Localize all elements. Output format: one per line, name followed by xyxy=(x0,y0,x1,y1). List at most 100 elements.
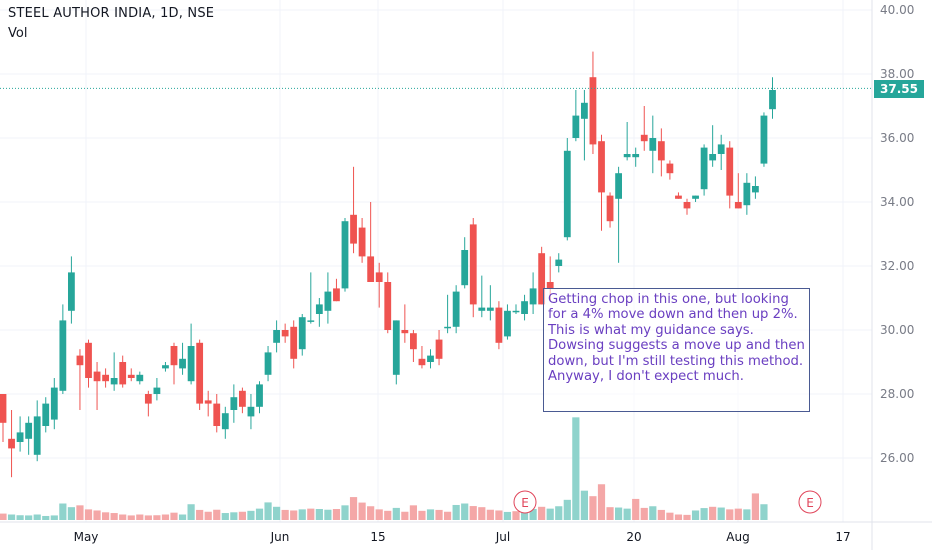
candle-body xyxy=(452,291,460,327)
candle-body xyxy=(213,403,221,426)
candle-body xyxy=(102,374,109,382)
volume-bar xyxy=(495,510,503,520)
candle-body xyxy=(247,406,255,417)
volume-bar xyxy=(161,514,170,520)
volume-bar xyxy=(42,515,50,520)
volume-bar xyxy=(213,509,221,520)
candle-body xyxy=(42,403,50,426)
candle-body xyxy=(563,150,571,238)
volume-bar xyxy=(734,508,742,520)
candle-body xyxy=(110,378,118,385)
earnings-marker xyxy=(798,490,822,514)
volume-bar xyxy=(7,514,16,520)
candle-body xyxy=(144,394,152,404)
volume-bar xyxy=(401,511,409,520)
volume-bar xyxy=(93,510,101,520)
candle-body xyxy=(478,307,486,311)
y-tick-label: 32.00 xyxy=(880,259,914,273)
candle-body xyxy=(598,141,605,193)
volume-bar xyxy=(597,484,606,520)
candle-body xyxy=(341,221,349,289)
y-tick-label: 40.00 xyxy=(880,3,914,17)
candle-body xyxy=(16,432,24,442)
x-tick-label: Jun xyxy=(270,530,290,544)
volume-bar xyxy=(760,504,768,520)
candle-body xyxy=(170,346,178,366)
volume-bar xyxy=(674,514,683,520)
volume-bar xyxy=(375,509,383,520)
volume-bar xyxy=(221,513,229,520)
volume-bar xyxy=(255,508,264,520)
candle-body xyxy=(350,214,357,244)
candle-body xyxy=(461,250,469,286)
candle-body xyxy=(25,422,33,439)
volume-bar xyxy=(367,506,375,520)
candle-body xyxy=(179,358,186,369)
candle-body xyxy=(589,77,597,145)
volume-bar xyxy=(153,515,161,520)
candle-body xyxy=(281,330,289,337)
volume-bar xyxy=(315,509,323,520)
candle-body xyxy=(273,330,280,343)
volume-bar xyxy=(520,512,529,520)
candle-body xyxy=(85,342,92,378)
volume-bar xyxy=(264,502,272,520)
volume-bar xyxy=(461,503,469,520)
volume-bar xyxy=(615,507,623,520)
volume-bar xyxy=(572,417,580,520)
volume-bar xyxy=(384,510,392,520)
annotation-note[interactable]: Getting chop in this one, but looking fo… xyxy=(543,288,810,412)
candle-body xyxy=(59,320,67,391)
volume-bar xyxy=(444,511,452,520)
y-tick-label: 26.00 xyxy=(880,451,914,465)
candle-body xyxy=(50,387,58,420)
y-tick-label: 34.00 xyxy=(880,195,914,209)
volume-bar xyxy=(204,511,212,520)
candle-body xyxy=(546,282,554,289)
candle-body xyxy=(418,358,426,366)
volume-bar xyxy=(144,515,152,520)
candle-body xyxy=(230,397,238,410)
y-tick-label: 38.00 xyxy=(880,67,914,81)
volume-bars xyxy=(0,417,768,520)
candle-body xyxy=(683,202,691,209)
volume-bar xyxy=(332,509,341,520)
volume-bar xyxy=(119,514,127,520)
candle-body xyxy=(33,416,41,455)
volume-bar xyxy=(435,509,443,520)
y-tick-label: 30.00 xyxy=(880,323,914,337)
volume-bar xyxy=(486,509,494,520)
candle-body xyxy=(68,272,75,311)
volume-bar xyxy=(67,507,75,520)
volume-bar xyxy=(187,504,195,520)
volume-bar xyxy=(25,515,33,520)
candle-body xyxy=(529,288,537,305)
candle-body xyxy=(162,365,169,369)
candle-body xyxy=(333,288,340,302)
volume-bar xyxy=(170,512,178,520)
candle-body xyxy=(743,182,751,206)
candle-body xyxy=(657,141,665,161)
x-tick-label: 15 xyxy=(370,530,385,544)
volume-bar xyxy=(358,502,366,520)
candle-body xyxy=(469,224,477,305)
x-tick-label: May xyxy=(74,530,99,544)
volume-bar xyxy=(606,507,614,520)
candle-body xyxy=(606,195,614,222)
volume-bar xyxy=(76,505,84,520)
volume-bar xyxy=(290,510,298,520)
candle-body xyxy=(675,195,682,199)
grid-lines xyxy=(0,0,872,522)
volume-label: Vol xyxy=(8,26,28,41)
candle-body xyxy=(358,227,366,257)
candle-body xyxy=(555,259,563,266)
volume-bar xyxy=(503,511,512,520)
candle-body xyxy=(734,202,742,209)
volume-bar xyxy=(666,512,674,520)
volume-bar xyxy=(640,507,648,520)
candle-body xyxy=(760,115,768,164)
volume-bar xyxy=(349,497,358,520)
volume-bar xyxy=(623,508,631,520)
candle-body xyxy=(427,355,434,362)
